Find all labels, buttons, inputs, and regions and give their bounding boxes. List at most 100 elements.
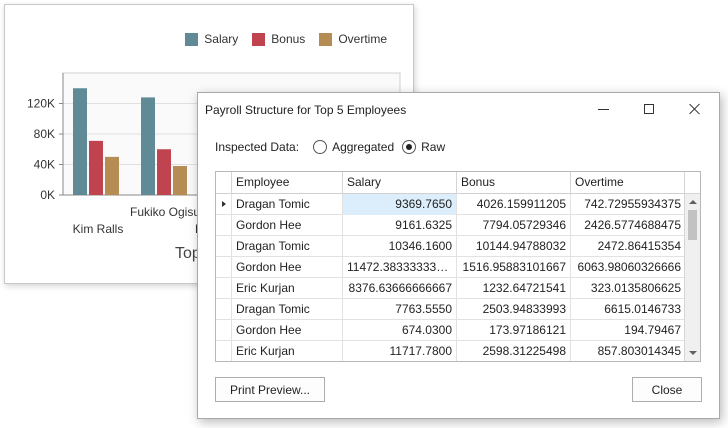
table-cell[interactable]: 674.0300	[343, 320, 457, 341]
dialog-titlebar[interactable]: Payroll Structure for Top 5 Employees	[198, 93, 719, 125]
chart-legend: Salary Bonus Overtime	[185, 32, 387, 46]
bar	[157, 149, 171, 195]
bar	[89, 140, 103, 195]
row-indicator	[216, 236, 232, 256]
table-cell[interactable]: Gordon Hee	[232, 257, 343, 278]
column-header-salary[interactable]: Salary	[343, 172, 457, 194]
scrollbar-corner	[685, 172, 700, 194]
table-cell[interactable]: 2598.31225498	[457, 341, 571, 361]
scrollbar-thumb[interactable]	[688, 210, 697, 240]
table-cell[interactable]: Gordon Hee	[232, 320, 343, 341]
row-indicator	[216, 257, 232, 277]
scroll-up-icon	[688, 200, 697, 204]
table-cell[interactable]: 2472.86415354	[571, 236, 686, 257]
maximize-icon	[644, 104, 654, 114]
table-cell[interactable]: 1232.64721541	[457, 278, 571, 299]
legend-item-bonus: Bonus	[252, 32, 305, 46]
table-cell[interactable]: 7763.5550	[343, 299, 457, 320]
y-tick-label: 0K	[40, 188, 55, 202]
table-cell[interactable]: 857.803014345	[571, 341, 686, 361]
vertical-scrollbar[interactable]	[684, 172, 700, 361]
radio-raw-label: Raw	[421, 140, 446, 154]
row-indicator	[216, 278, 232, 298]
row-indicator	[216, 341, 232, 361]
row-indicator	[216, 299, 232, 319]
table-cell[interactable]: 11472.383333333...	[343, 257, 457, 278]
row-indicator	[216, 194, 232, 214]
table-cell[interactable]: 6615.0146733	[571, 299, 686, 320]
table-cell[interactable]: Dragan Tomic	[232, 194, 343, 215]
scroll-down-icon	[689, 351, 697, 355]
table-row[interactable]: Gordon Hee 674.0300 173.97186121 194.79467	[216, 320, 686, 341]
table-cell[interactable]: 9161.6325	[343, 215, 457, 236]
close-window-button[interactable]	[672, 93, 718, 125]
legend-label-bonus: Bonus	[271, 32, 306, 46]
x-tick-label: Kim Ralls	[73, 222, 124, 236]
row-indicator	[216, 320, 232, 340]
legend-swatch-overtime	[319, 32, 333, 46]
legend-label-salary: Salary	[204, 32, 239, 46]
data-grid[interactable]: Employee Salary Bonus Overtime Dragan To…	[215, 171, 701, 362]
minimize-button[interactable]	[580, 93, 626, 125]
inspected-data-label: Inspected Data:	[215, 140, 300, 154]
table-cell[interactable]: 11717.7800	[343, 341, 457, 361]
table-cell[interactable]: 742.72955934375	[571, 194, 686, 215]
table-cell[interactable]: 9369.7650	[343, 194, 457, 215]
table-cell[interactable]: Eric Kurjan	[232, 278, 343, 299]
table-cell[interactable]: 323.0135806625	[571, 278, 686, 299]
y-tick-label: 120K	[27, 97, 55, 111]
scroll-down-button[interactable]	[685, 345, 700, 361]
radio-aggregated[interactable]: Aggregated	[313, 140, 394, 154]
maximize-button[interactable]	[626, 93, 672, 125]
table-cell[interactable]: 7794.05729346	[457, 215, 571, 236]
table-cell[interactable]: 1516.95883101667	[457, 257, 571, 278]
table-cell[interactable]: Dragan Tomic	[232, 299, 343, 320]
table-cell[interactable]: 194.79467	[571, 320, 686, 341]
inspected-data-row: Inspected Data: Aggregated Raw	[215, 140, 453, 154]
table-cell[interactable]: 10144.94788032	[457, 236, 571, 257]
table-cell[interactable]: 6063.98060326666	[571, 257, 686, 278]
close-button[interactable]: Close	[632, 377, 702, 402]
table-row[interactable]: Dragan Tomic 10346.1600 10144.94788032 2472…	[216, 236, 686, 257]
y-tick-label: 80K	[34, 127, 55, 141]
table-cell[interactable]: 2426.5774688475	[571, 215, 686, 236]
table-cell[interactable]: 2503.94833993	[457, 299, 571, 320]
print-preview-button[interactable]: Print Preview...	[215, 377, 325, 402]
column-header-employee[interactable]: Employee	[232, 172, 343, 194]
bar	[73, 88, 87, 195]
table-row[interactable]: Gordon Hee 11472.383333333... 1516.9588310…	[216, 257, 686, 278]
radio-aggregated-circle[interactable]	[313, 140, 328, 154]
radio-raw[interactable]: Raw	[402, 140, 445, 154]
bar	[105, 156, 119, 195]
x-tick-label: Fukiko Ogisu	[130, 205, 200, 219]
y-tick-label: 40K	[34, 158, 55, 172]
radio-raw-circle[interactable]	[402, 140, 417, 154]
header-indicator	[216, 172, 232, 194]
row-indicator	[216, 215, 232, 235]
bar	[141, 97, 155, 195]
legend-swatch-bonus	[252, 32, 266, 46]
bar	[173, 166, 187, 195]
table-row[interactable]: Eric Kurjan 8376.63666666667 1232.64721541…	[216, 278, 686, 299]
column-header-bonus[interactable]: Bonus	[457, 172, 571, 194]
payroll-dialog: Payroll Structure for Top 5 Employees In…	[197, 92, 720, 419]
scroll-up-button[interactable]	[685, 194, 700, 210]
table-row[interactable]: Gordon Hee 9161.6325 7794.05729346 2426.577…	[216, 215, 686, 236]
column-header-overtime[interactable]: Overtime	[571, 172, 686, 194]
grid-header: Employee Salary Bonus Overtime	[216, 172, 686, 194]
grid-body: Dragan Tomic 9369.7650 4026.159911205 742.7…	[216, 194, 686, 361]
table-row[interactable]: Dragan Tomic 7763.5550 2503.94833993 6615.0…	[216, 299, 686, 320]
table-cell[interactable]: 4026.159911205	[457, 194, 571, 215]
table-row[interactable]: Dragan Tomic 9369.7650 4026.159911205 742.7…	[216, 194, 686, 215]
table-cell[interactable]: 8376.63666666667	[343, 278, 457, 299]
table-cell[interactable]: 10346.1600	[343, 236, 457, 257]
table-cell[interactable]: Eric Kurjan	[232, 341, 343, 361]
close-icon	[689, 103, 701, 115]
legend-swatch-salary	[185, 32, 199, 46]
table-cell[interactable]: Gordon Hee	[232, 215, 343, 236]
legend-item-salary: Salary	[185, 32, 238, 46]
table-cell[interactable]: Dragan Tomic	[232, 236, 343, 257]
table-row[interactable]: Eric Kurjan 11717.7800 2598.31225498 857.80…	[216, 341, 686, 361]
table-cell[interactable]: 173.97186121	[457, 320, 571, 341]
minimize-icon	[597, 108, 609, 110]
